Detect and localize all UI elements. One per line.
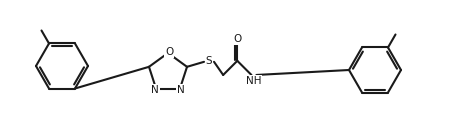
Text: O: O: [233, 34, 241, 44]
Text: N: N: [177, 85, 185, 95]
Text: O: O: [165, 47, 173, 57]
Text: S: S: [206, 56, 212, 66]
Text: N: N: [151, 85, 159, 95]
Text: NH: NH: [246, 76, 261, 86]
